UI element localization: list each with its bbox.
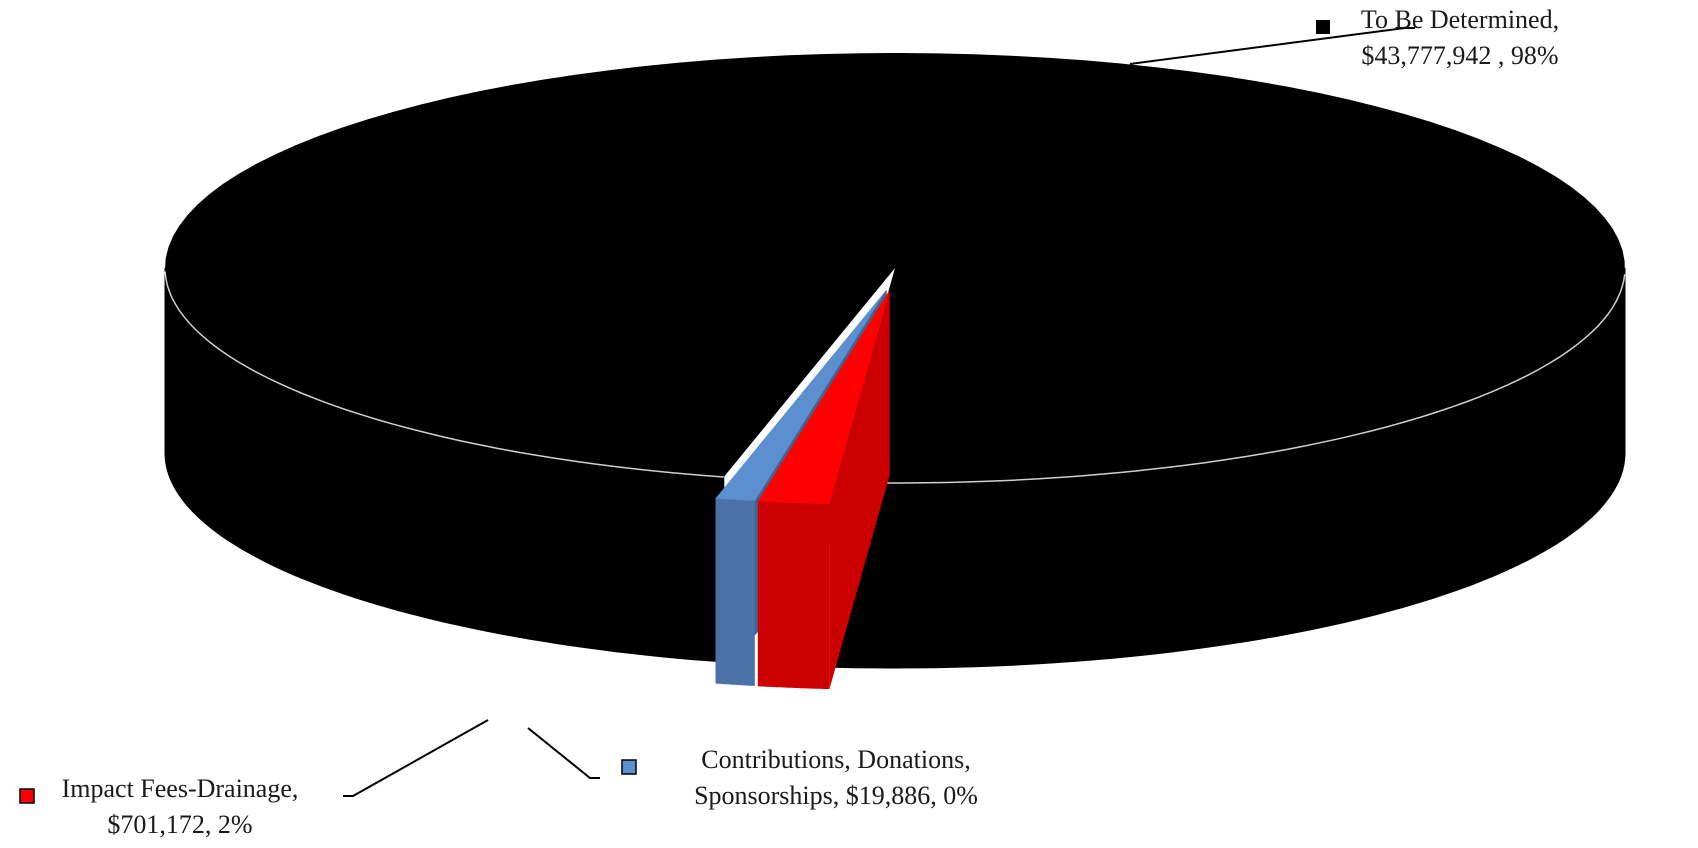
pie-slices [164,53,1626,690]
data-label-impact-fees-drainage-line-1: Impact Fees-Drainage, [62,774,299,803]
legend-key-impact-fees-drainage [19,788,35,804]
data-label-impact-fees-drainage-line-2: $701,172, 2% [107,810,252,839]
leader-line-to-be-determined [1129,27,1415,65]
data-label-to-be-determined-line-1: To Be Determined, [1361,5,1559,34]
slice-top-impact-fees-drainage [757,289,890,505]
legend-key-to-be-determined [1316,20,1330,34]
legend-key-contributions-donations-sponsorships [621,759,637,775]
slice-side-impact-fees-drainage [757,501,830,690]
data-labels: To Be Determined, $43,777,942 , 98% Impact… [19,5,1559,839]
leader-line-impact-fees-drainage [343,719,489,797]
slice-top-contributions-donations-sponsorships [715,289,887,501]
pie-rim-line [164,271,1626,484]
data-label-contributions-donations-sponsorships-line-1: Contributions, Donations, [701,745,970,774]
slice-side-contributions-donations-sponsorships [715,498,755,686]
slice-top-to-be-determined [165,53,1625,483]
leader-line-contributions-donations-sponsorships [527,727,600,779]
data-label-contributions-donations-sponsorships-line-2: Sponsorships, $19,886, 0% [694,781,978,810]
data-label-to-be-determined-line-2: $43,777,942 , 98% [1361,41,1558,70]
slice-wall-impact-fees-drainage [829,289,890,690]
